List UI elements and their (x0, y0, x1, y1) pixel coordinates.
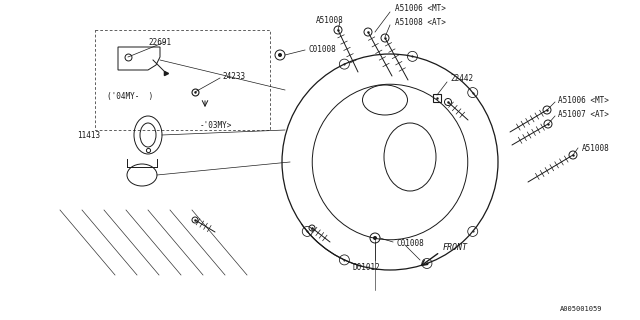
Text: A51008: A51008 (582, 143, 610, 153)
Text: C01008: C01008 (308, 44, 336, 53)
Text: -'03MY>: -'03MY> (200, 121, 232, 130)
Text: ('04MY-  ): ('04MY- ) (107, 92, 153, 100)
Text: 22442: 22442 (450, 74, 473, 83)
Text: FRONT: FRONT (443, 244, 468, 252)
Text: A51008 <AT>: A51008 <AT> (395, 18, 446, 27)
Circle shape (278, 53, 282, 57)
Text: A51006 <MT>: A51006 <MT> (558, 95, 609, 105)
Text: D01012: D01012 (352, 263, 380, 273)
Text: A51007 <AT>: A51007 <AT> (558, 109, 609, 118)
Text: 11413: 11413 (77, 131, 100, 140)
Text: 24233: 24233 (222, 71, 245, 81)
Text: C01008: C01008 (396, 239, 424, 249)
Circle shape (373, 236, 377, 240)
Text: A005001059: A005001059 (560, 306, 602, 312)
Text: 22691: 22691 (148, 37, 171, 46)
Text: A51008: A51008 (316, 15, 344, 25)
Text: A51006 <MT>: A51006 <MT> (395, 4, 446, 12)
